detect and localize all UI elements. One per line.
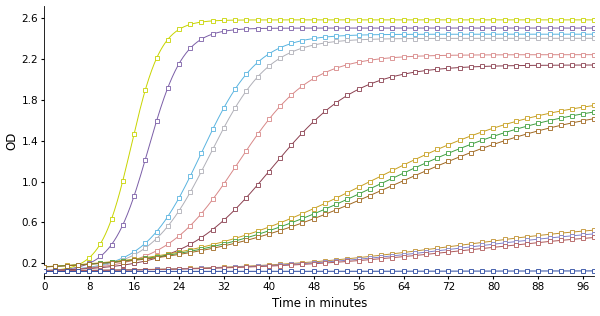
Y-axis label: OD: OD [5,131,19,150]
X-axis label: Time in minutes: Time in minutes [272,297,367,310]
